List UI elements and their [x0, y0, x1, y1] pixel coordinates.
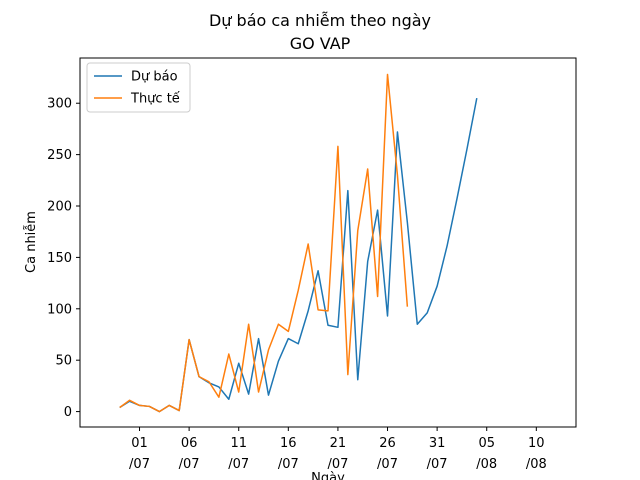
y-tick-label: 0 — [64, 405, 72, 420]
y-axis: 0 50 100 150 200 250 300 — [47, 97, 80, 420]
y-axis-label: Ca nhiễm — [24, 211, 39, 273]
y-tick-label: 250 — [47, 148, 72, 163]
y-tick-label: 50 — [55, 354, 72, 369]
y-tick-label: 150 — [47, 251, 72, 266]
x-tick-label: 21/07 — [327, 436, 348, 472]
x-tick-label: 26/07 — [377, 436, 398, 472]
x-tick-label: 10/08 — [526, 436, 547, 472]
series-line-1 — [119, 73, 409, 413]
series-layer — [119, 73, 478, 413]
x-axis: 01/07 06/07 11/07 16/07 21/07 26/07 31/07 05/08… — [129, 427, 547, 472]
x-tick-label: 05/08 — [476, 436, 497, 472]
x-tick-label: 11/07 — [228, 436, 249, 472]
legend: Dự báo Thực tế — [86, 62, 191, 113]
plot-frame — [79, 57, 577, 428]
y-tick-label: 100 — [47, 302, 72, 317]
legend-label-0: Dự báo — [131, 70, 178, 85]
y-tick-label: 300 — [47, 97, 72, 112]
x-tick-label: 16/07 — [278, 436, 299, 472]
chart-title: Dự báo ca nhiễm theo ngày — [209, 11, 431, 30]
x-tick-label: 31/07 — [427, 436, 448, 472]
x-tick-label: 06/07 — [179, 436, 200, 472]
x-tick-label: 01/07 — [129, 436, 150, 472]
y-tick-label: 200 — [47, 200, 72, 215]
legend-label-1: Thực tế — [130, 92, 180, 107]
x-axis-label: Ngày — [311, 471, 345, 480]
chart-subtitle: GO VAP — [290, 34, 351, 53]
